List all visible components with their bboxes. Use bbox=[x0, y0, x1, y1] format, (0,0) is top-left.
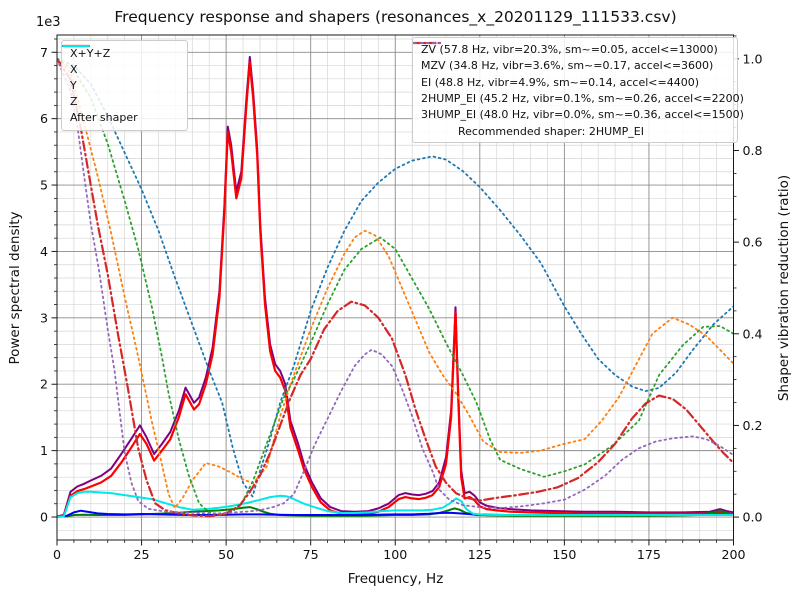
x-tick-label: 150 bbox=[552, 547, 576, 562]
y-left-tick-label: 1 bbox=[40, 443, 48, 458]
x-tick-label: 0 bbox=[53, 547, 61, 562]
x-tick-label: 75 bbox=[303, 547, 319, 562]
legend-psd-curves: X+Y+Z X Y Z After shaper bbox=[61, 40, 188, 131]
series-8 bbox=[57, 57, 734, 518]
y-left-tick-label: 3 bbox=[40, 310, 48, 325]
series-4 bbox=[57, 490, 734, 518]
y-left-tick-label: 2 bbox=[40, 377, 48, 392]
x-tick-label: 125 bbox=[468, 547, 492, 562]
legend-shapers: ZV (57.8 Hz, vibr=20.3%, sm~=0.05, accel… bbox=[412, 37, 744, 144]
legend-item: MZV (34.8 Hz, vibr=3.6%, sm~=0.17, accel… bbox=[413, 42, 729, 74]
x-tick-label: 100 bbox=[383, 547, 407, 562]
legend-item: X bbox=[62, 44, 179, 78]
legend-item-label: 2HUMP_EI (45.2 Hz, vibr=0.1%, sm~=0.26, … bbox=[421, 91, 744, 105]
y-left-tick-label: 5 bbox=[40, 178, 48, 193]
legend-item: After shaper bbox=[62, 45, 179, 126]
series-6 bbox=[57, 57, 734, 509]
x-axis-label: Frequency, Hz bbox=[347, 571, 444, 587]
y-right-tick-label: 0.0 bbox=[743, 510, 763, 525]
series-9 bbox=[57, 57, 734, 515]
legend-item-label: EI (48.8 Hz, vibr=4.9%, sm~=0.14, accel<… bbox=[421, 75, 699, 89]
legend-item: ZV (57.8 Hz, vibr=20.3%, sm~=0.05, accel… bbox=[413, 42, 729, 58]
series-1 bbox=[57, 61, 734, 518]
y-left-tick-label: 0 bbox=[40, 510, 48, 525]
y-right-tick-label: 0.2 bbox=[743, 418, 763, 433]
legend-item-label: After shaper bbox=[70, 111, 138, 125]
legend-line-swatch bbox=[62, 45, 90, 47]
y-right-tick-label: 0.6 bbox=[743, 235, 763, 250]
chart-title: Frequency response and shapers (resonanc… bbox=[114, 8, 677, 26]
series-7 bbox=[57, 57, 734, 516]
y-right-tick-label: 1.0 bbox=[743, 51, 763, 66]
legend-item: 3HUMP_EI (48.0 Hz, vibr=0.0%, sm~=0.36, … bbox=[413, 42, 744, 123]
legend-item-label: X bbox=[70, 63, 78, 77]
legend-item: Y bbox=[62, 45, 179, 94]
legend-item-label: Z bbox=[70, 95, 78, 109]
series-0 bbox=[57, 55, 734, 518]
legend-item: Z bbox=[62, 45, 179, 110]
y-right-tick-label: 0.8 bbox=[743, 143, 763, 158]
series-group bbox=[57, 55, 734, 518]
y-axis-offset-label: 1e3 bbox=[36, 15, 61, 30]
series-5 bbox=[57, 57, 734, 498]
legend-item-label: MZV (34.8 Hz, vibr=3.6%, sm~=0.17, accel… bbox=[421, 59, 714, 73]
legend-item-label: Y bbox=[70, 79, 77, 93]
x-tick-label: 175 bbox=[637, 547, 661, 562]
y-right-tick-label: 0.4 bbox=[743, 326, 763, 341]
x-tick-label: 25 bbox=[134, 547, 150, 562]
legend-item: 2HUMP_EI (45.2 Hz, vibr=0.1%, sm~=0.26, … bbox=[413, 41, 744, 107]
y-left-tick-label: 7 bbox=[40, 45, 48, 60]
legend-item: EI (48.8 Hz, vibr=4.9%, sm~=0.14, accel<… bbox=[413, 42, 729, 90]
legend-item-label: 3HUMP_EI (48.0 Hz, vibr=0.0%, sm~=0.36, … bbox=[421, 107, 744, 121]
legend-line-swatch bbox=[413, 42, 441, 44]
legend-item-label: ZV (57.8 Hz, vibr=20.3%, sm~=0.05, accel… bbox=[421, 43, 718, 57]
legend-recommended-shaper-note: Recommended shaper: 2HUMP_EI bbox=[458, 124, 644, 138]
x-tick-label: 50 bbox=[218, 547, 234, 562]
legend-item-label: X+Y+Z bbox=[70, 47, 111, 61]
y-left-tick-label: 4 bbox=[40, 244, 48, 259]
y-left-tick-label: 6 bbox=[40, 111, 48, 126]
x-tick-label: 200 bbox=[721, 547, 745, 562]
